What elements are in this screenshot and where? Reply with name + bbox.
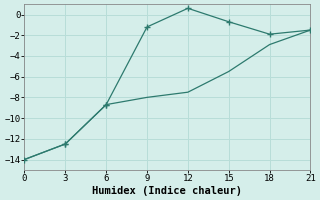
X-axis label: Humidex (Indice chaleur): Humidex (Indice chaleur) — [92, 186, 243, 196]
